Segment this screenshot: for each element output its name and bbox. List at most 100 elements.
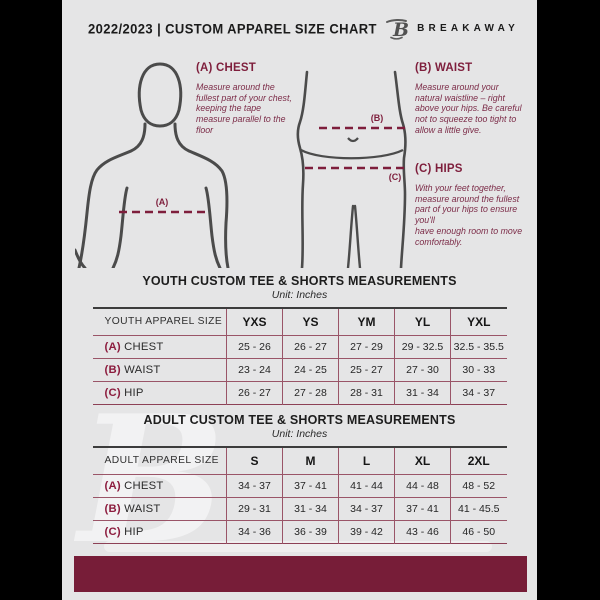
adult-table-header-row: ADULT APPAREL SIZE S M L XL 2XL <box>92 447 507 474</box>
measurement-value: 27 - 30 <box>394 358 451 381</box>
waist-guide-text: Measure around your natural waistline – … <box>415 82 522 135</box>
measurement-value: 26 - 27 <box>282 335 339 358</box>
logo-letter: B <box>392 19 409 40</box>
measurement-value: 34 - 36 <box>226 520 283 543</box>
measurement-value: 31 - 34 <box>394 381 451 404</box>
measurement-value: 29 - 32.5 <box>394 335 451 358</box>
size-column-header: 2XL <box>450 447 507 474</box>
measurement-value: 26 - 27 <box>226 381 283 404</box>
measurement-value: 29 - 31 <box>226 497 283 520</box>
hips-guide-text: With your feet together, measure around … <box>415 183 523 247</box>
measurement-value: 24 - 25 <box>282 358 339 381</box>
measurement-value: 43 - 46 <box>394 520 451 543</box>
watermark-swoosh <box>104 541 492 552</box>
head-outline <box>137 62 183 128</box>
size-column-header: S <box>226 447 283 474</box>
measurement-value: 27 - 29 <box>338 335 395 358</box>
measurement-value: 48 - 52 <box>450 474 507 497</box>
adult-size-table: ADULT APPAREL SIZE S M L XL 2XL (A) CHEST 34 -… <box>92 446 507 544</box>
chest-marker-label: (A) <box>156 197 169 207</box>
measurement-value: 46 - 50 <box>450 520 507 543</box>
adult-measurements-section: ADULT CUSTOM TEE & SHORTS MEASUREMENTS U… <box>62 413 537 544</box>
measurement-value: 34 - 37 <box>226 474 283 497</box>
measurement-value: 37 - 41 <box>282 474 339 497</box>
measurement-value: 25 - 27 <box>338 358 395 381</box>
measurement-value: 27 - 28 <box>282 381 339 404</box>
size-column-header: L <box>338 447 395 474</box>
brand-watermark: B <box>78 378 226 583</box>
measurement-label: (A) CHEST <box>104 340 164 353</box>
size-column-header: YM <box>338 308 395 335</box>
measurement-value: 32.5 - 35.5 <box>450 335 507 358</box>
brand-lockup: B BREAKAWAY <box>385 16 519 40</box>
youth-measurements-section: YOUTH CUSTOM TEE & SHORTS MEASUREMENTS U… <box>62 274 537 405</box>
measurement-row: (C) HIP 26 - 27 27 - 28 28 - 31 31 - 34 34 - … <box>92 381 507 404</box>
right-body-outline <box>393 70 407 268</box>
measurement-value: 30 - 33 <box>450 358 507 381</box>
hips-guide-heading: (C) HIPS <box>415 163 463 175</box>
apparel-size-row-header: YOUTH APPAREL SIZE <box>104 316 223 328</box>
measurement-row: (B) WAIST 23 - 24 24 - 25 25 - 27 27 - 30 30 … <box>92 358 507 381</box>
measurement-value: 25 - 26 <box>226 335 283 358</box>
size-chart-document: 2022/2023 | CUSTOM APPAREL SIZE CHART B … <box>62 0 537 600</box>
measurement-value: 34 - 37 <box>450 381 507 404</box>
brand-name: BREAKAWAY <box>417 22 519 34</box>
left-inner-leg <box>346 204 355 268</box>
breakaway-b-logo-icon: B <box>386 18 409 40</box>
left-armpit-line <box>111 186 129 268</box>
chest-guide-heading: (A) CHEST <box>196 62 256 74</box>
footer-accent-bar <box>74 556 527 592</box>
right-armpit-line <box>204 186 222 268</box>
front-torso-figure: (A) <box>75 62 230 268</box>
size-column-header: YS <box>282 308 339 335</box>
size-column-header: XL <box>394 447 451 474</box>
measurement-row: (A) CHEST 25 - 26 26 - 27 27 - 29 29 - 32.5 3… <box>92 335 507 358</box>
measurement-value: 23 - 24 <box>226 358 283 381</box>
adult-table-title: ADULT CUSTOM TEE & SHORTS MEASUREMENTS <box>143 413 456 427</box>
measurement-value: 36 - 39 <box>282 520 339 543</box>
measurement-row: (A) CHEST 34 - 37 37 - 41 41 - 44 44 - 48 48 … <box>92 474 507 497</box>
youth-table-header-row: YOUTH APPAREL SIZE YXS YS YM YL YXL <box>92 308 507 335</box>
chest-guide-text: Measure around the fullest part of your … <box>196 82 292 135</box>
measurement-label: (B) WAIST <box>104 502 161 515</box>
waist-marker-label: (B) <box>371 113 384 123</box>
chest-guide-block: (A) CHEST Measure around the fullest par… <box>196 62 292 136</box>
measurement-value: 44 - 48 <box>394 474 451 497</box>
size-column-header: YXS <box>226 308 283 335</box>
right-inner-leg <box>353 204 362 268</box>
hips-guide-block: (C) HIPS With your feet together, measur… <box>415 163 531 247</box>
bottom-left-contour <box>75 248 87 268</box>
document-header: 2022/2023 | CUSTOM APPAREL SIZE CHART B … <box>88 15 519 41</box>
watermark-b-letter: B <box>78 378 226 583</box>
youth-table-unit: Unit: Inches <box>271 289 328 301</box>
waist-guide-block: (B) WAIST Measure around your natural wa… <box>415 62 527 136</box>
measurement-value: 37 - 41 <box>394 497 451 520</box>
hip-curve <box>300 149 404 160</box>
apparel-size-row-header: ADULT APPAREL SIZE <box>104 455 219 467</box>
measurement-label: (C) HIP <box>104 525 144 538</box>
waist-guide-heading: (B) WAIST <box>415 62 473 74</box>
size-column-header: M <box>282 447 339 474</box>
navel-mark <box>347 137 359 143</box>
left-body-outline <box>296 70 309 268</box>
measurement-label: (B) WAIST <box>104 363 161 376</box>
measurement-value: 41 - 44 <box>338 474 395 497</box>
page-title: 2022/2023 | CUSTOM APPAREL SIZE CHART <box>88 19 377 37</box>
measurement-value: 28 - 31 <box>338 381 395 404</box>
measurement-row: (B) WAIST 29 - 31 31 - 34 34 - 37 37 - 41 41 … <box>92 497 507 520</box>
youth-size-table: YOUTH APPAREL SIZE YXS YS YM YL YXL (A) CHEST… <box>92 307 507 405</box>
lower-body-figure: (B) (C) <box>296 70 408 268</box>
left-shoulder-arm-outline <box>77 122 147 268</box>
hips-marker-label: (C) <box>389 172 402 182</box>
size-column-header: YXL <box>450 308 507 335</box>
measurement-value: 34 - 37 <box>338 497 395 520</box>
measurement-label: (A) CHEST <box>104 479 164 492</box>
measurement-value: 31 - 34 <box>282 497 339 520</box>
measurement-value: 41 - 45.5 <box>450 497 507 520</box>
right-shoulder-arm-outline <box>173 122 230 268</box>
measurement-label: (C) HIP <box>104 386 144 399</box>
size-column-header: YL <box>394 308 451 335</box>
measurement-row: (C) HIP 34 - 36 36 - 39 39 - 42 43 - 46 46 - … <box>92 520 507 543</box>
adult-table-unit: Unit: Inches <box>271 428 328 440</box>
